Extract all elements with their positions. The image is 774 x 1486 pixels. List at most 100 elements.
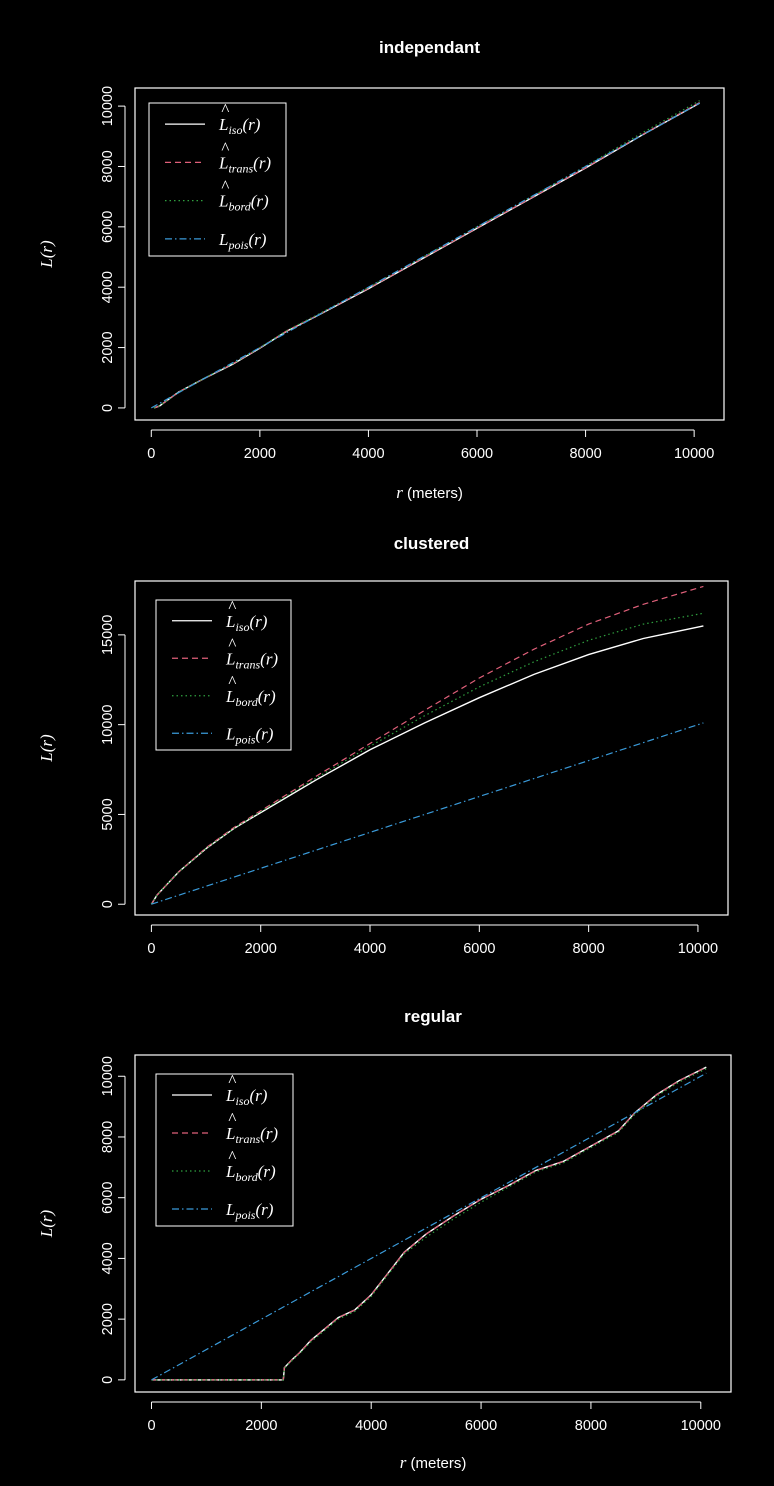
- x-axis-label: r (meters): [396, 483, 463, 502]
- x-tick-label: 0: [147, 941, 155, 957]
- y-tick-label: 2000: [100, 1303, 116, 1335]
- x-tick-label: 4000: [354, 941, 386, 957]
- x-axis-label-unit: (meters): [403, 485, 463, 502]
- chart-title: clustered: [394, 534, 470, 553]
- y-axis-label: L(r): [37, 734, 56, 763]
- x-tick-label: 2000: [244, 446, 276, 462]
- x-tick-label: 4000: [355, 1418, 387, 1434]
- legend-base: L: [225, 1200, 235, 1219]
- chart-title: independant: [379, 38, 480, 57]
- plot-frame: [134, 580, 729, 916]
- y-axis-label: L(r): [37, 240, 56, 269]
- legend-box: [155, 1073, 294, 1227]
- legend-sub: bord: [235, 1170, 258, 1184]
- legend-hat: ^: [228, 672, 237, 691]
- x-tick-label: 0: [147, 1418, 155, 1434]
- x-tick-label: 10000: [674, 446, 714, 462]
- legend-arg: (r): [253, 153, 271, 172]
- legend-arg: (r): [248, 230, 266, 249]
- y-tick-label: 0: [100, 404, 116, 412]
- legend-label-bord: Lbord(r): [225, 687, 276, 709]
- legend-hat: ^: [221, 177, 230, 196]
- legend-base: L: [218, 115, 228, 134]
- x-tick-label: 10000: [678, 941, 718, 957]
- legend-label-pois: Lpois(r): [218, 230, 267, 252]
- legend-sub: bord: [235, 695, 258, 709]
- legend-label-trans: Ltrans(r): [225, 649, 278, 671]
- legend-box: [155, 599, 292, 751]
- y-tick-label: 6000: [100, 1182, 116, 1214]
- legend-base: L: [225, 612, 235, 631]
- x-axis-label: r (meters): [400, 1453, 467, 1472]
- series-line-trans: [153, 101, 700, 409]
- legend-arg: (r): [251, 192, 269, 211]
- legend-arg: (r): [260, 1124, 278, 1143]
- legend-label-iso: Liso(r): [225, 1086, 268, 1108]
- chart-title: regular: [404, 1007, 462, 1026]
- legend-arg: (r): [258, 1162, 276, 1181]
- legend-base: L: [225, 1086, 235, 1105]
- y-tick-label: 0: [100, 900, 116, 908]
- x-tick-label: 8000: [572, 941, 604, 957]
- legend-hat: ^: [228, 1071, 237, 1090]
- x-tick-label: 8000: [575, 1418, 607, 1434]
- y-tick-label: 8000: [100, 1121, 116, 1153]
- legend-sub: iso: [235, 620, 249, 634]
- legend-sub: pois: [234, 1208, 255, 1222]
- legend-label-trans: Ltrans(r): [218, 153, 271, 175]
- series-line-pois: [151, 722, 704, 905]
- legend-box: [148, 102, 287, 257]
- x-axis-label-unit: (meters): [406, 1455, 466, 1472]
- plot-frame: [134, 87, 725, 421]
- y-tick-label: 2000: [100, 331, 116, 363]
- legend-base: L: [225, 687, 235, 706]
- y-axis-label: L(r): [37, 1209, 56, 1238]
- y-tick-label: 15000: [100, 615, 116, 655]
- series-line-bord: [153, 100, 700, 409]
- legend-sub: pois: [234, 732, 255, 746]
- y-tick-label: 10000: [100, 86, 116, 126]
- series-line-trans: [151, 1066, 707, 1381]
- y-tick-label: 8000: [100, 150, 116, 182]
- legend-label-bord: Lbord(r): [225, 1162, 276, 1184]
- legend-hat: ^: [221, 138, 230, 157]
- legend-hat: ^: [228, 1109, 237, 1128]
- legend-arg: (r): [249, 612, 267, 631]
- legend-sub: bord: [228, 200, 251, 214]
- legend-arg: (r): [255, 724, 273, 743]
- legend-label-iso: Liso(r): [225, 612, 268, 634]
- legend-label-pois: Lpois(r): [225, 1200, 274, 1222]
- legend-sub: trans: [235, 1132, 260, 1146]
- y-tick-label: 5000: [100, 798, 116, 830]
- y-tick-label: 4000: [100, 271, 116, 303]
- legend-sub: pois: [227, 238, 248, 252]
- legend-arg: (r): [249, 1086, 267, 1105]
- legend-hat: ^: [228, 1147, 237, 1166]
- legend-arg: (r): [255, 1200, 273, 1219]
- legend-arg: (r): [258, 687, 276, 706]
- legend: ^Liso(r)^Ltrans(r)^Lbord(r)Lpois(r): [155, 1071, 294, 1227]
- legend-base: L: [225, 1124, 235, 1143]
- x-tick-label: 4000: [352, 446, 384, 462]
- x-tick-label: 8000: [569, 446, 601, 462]
- legend-label-pois: Lpois(r): [225, 724, 274, 746]
- legend-base: L: [218, 192, 228, 211]
- y-tick-label: 0: [100, 1376, 116, 1384]
- legend-label-bord: Lbord(r): [218, 192, 269, 214]
- legend: ^Liso(r)^Ltrans(r)^Lbord(r)Lpois(r): [148, 100, 287, 257]
- legend: ^Liso(r)^Ltrans(r)^Lbord(r)Lpois(r): [155, 597, 292, 751]
- x-tick-label: 2000: [245, 941, 277, 957]
- y-tick-label: 10000: [100, 1056, 116, 1096]
- plot-frame: [134, 1054, 732, 1393]
- series-line-pois: [151, 1072, 707, 1381]
- x-axis-label-var: r: [400, 1453, 407, 1472]
- legend-hat: ^: [228, 634, 237, 653]
- legend-hat: ^: [221, 100, 230, 119]
- legend-sub: iso: [235, 1094, 249, 1108]
- legend-label-trans: Ltrans(r): [225, 1124, 278, 1146]
- series-line-bord: [151, 1068, 707, 1381]
- legend-base: L: [218, 153, 228, 172]
- legend-sub: trans: [235, 657, 260, 671]
- chart-0: independant 0 2000 4000 6000 8000 10000 0 2000 40…: [37, 38, 725, 502]
